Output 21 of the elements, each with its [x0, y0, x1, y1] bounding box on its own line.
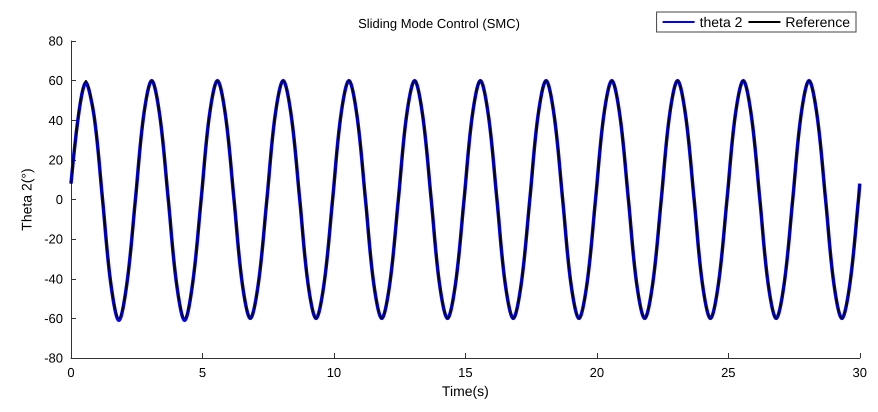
- y-tick-label: 20: [48, 152, 63, 168]
- y-tick-label: -60: [44, 310, 63, 326]
- chart-title: Sliding Mode Control (SMC): [358, 16, 520, 31]
- x-tick-label: 5: [198, 365, 206, 380]
- y-tick-label: 40: [48, 112, 63, 128]
- y-tick-label: 80: [48, 34, 63, 48]
- x-tick-label: 15: [458, 365, 473, 380]
- y-tick-label: -20: [44, 232, 63, 247]
- legend-label: theta 2: [700, 14, 743, 30]
- x-tick-label: 20: [590, 365, 604, 380]
- y-tick-label: 60: [48, 73, 63, 88]
- x-tick-label: 0: [67, 365, 75, 380]
- y-tick-label: -80: [44, 350, 63, 366]
- legend-label: Reference: [785, 14, 850, 30]
- x-tick-label: 30: [852, 365, 868, 380]
- y-tick-label: -40: [44, 271, 63, 286]
- x-axis-title: Time(s): [442, 382, 489, 399]
- x-tick-label: 25: [721, 365, 736, 380]
- x-tick-label: 10: [326, 365, 342, 380]
- y-tick-label: 0: [56, 192, 63, 207]
- y-axis-title: Theta 2(°): [18, 168, 34, 231]
